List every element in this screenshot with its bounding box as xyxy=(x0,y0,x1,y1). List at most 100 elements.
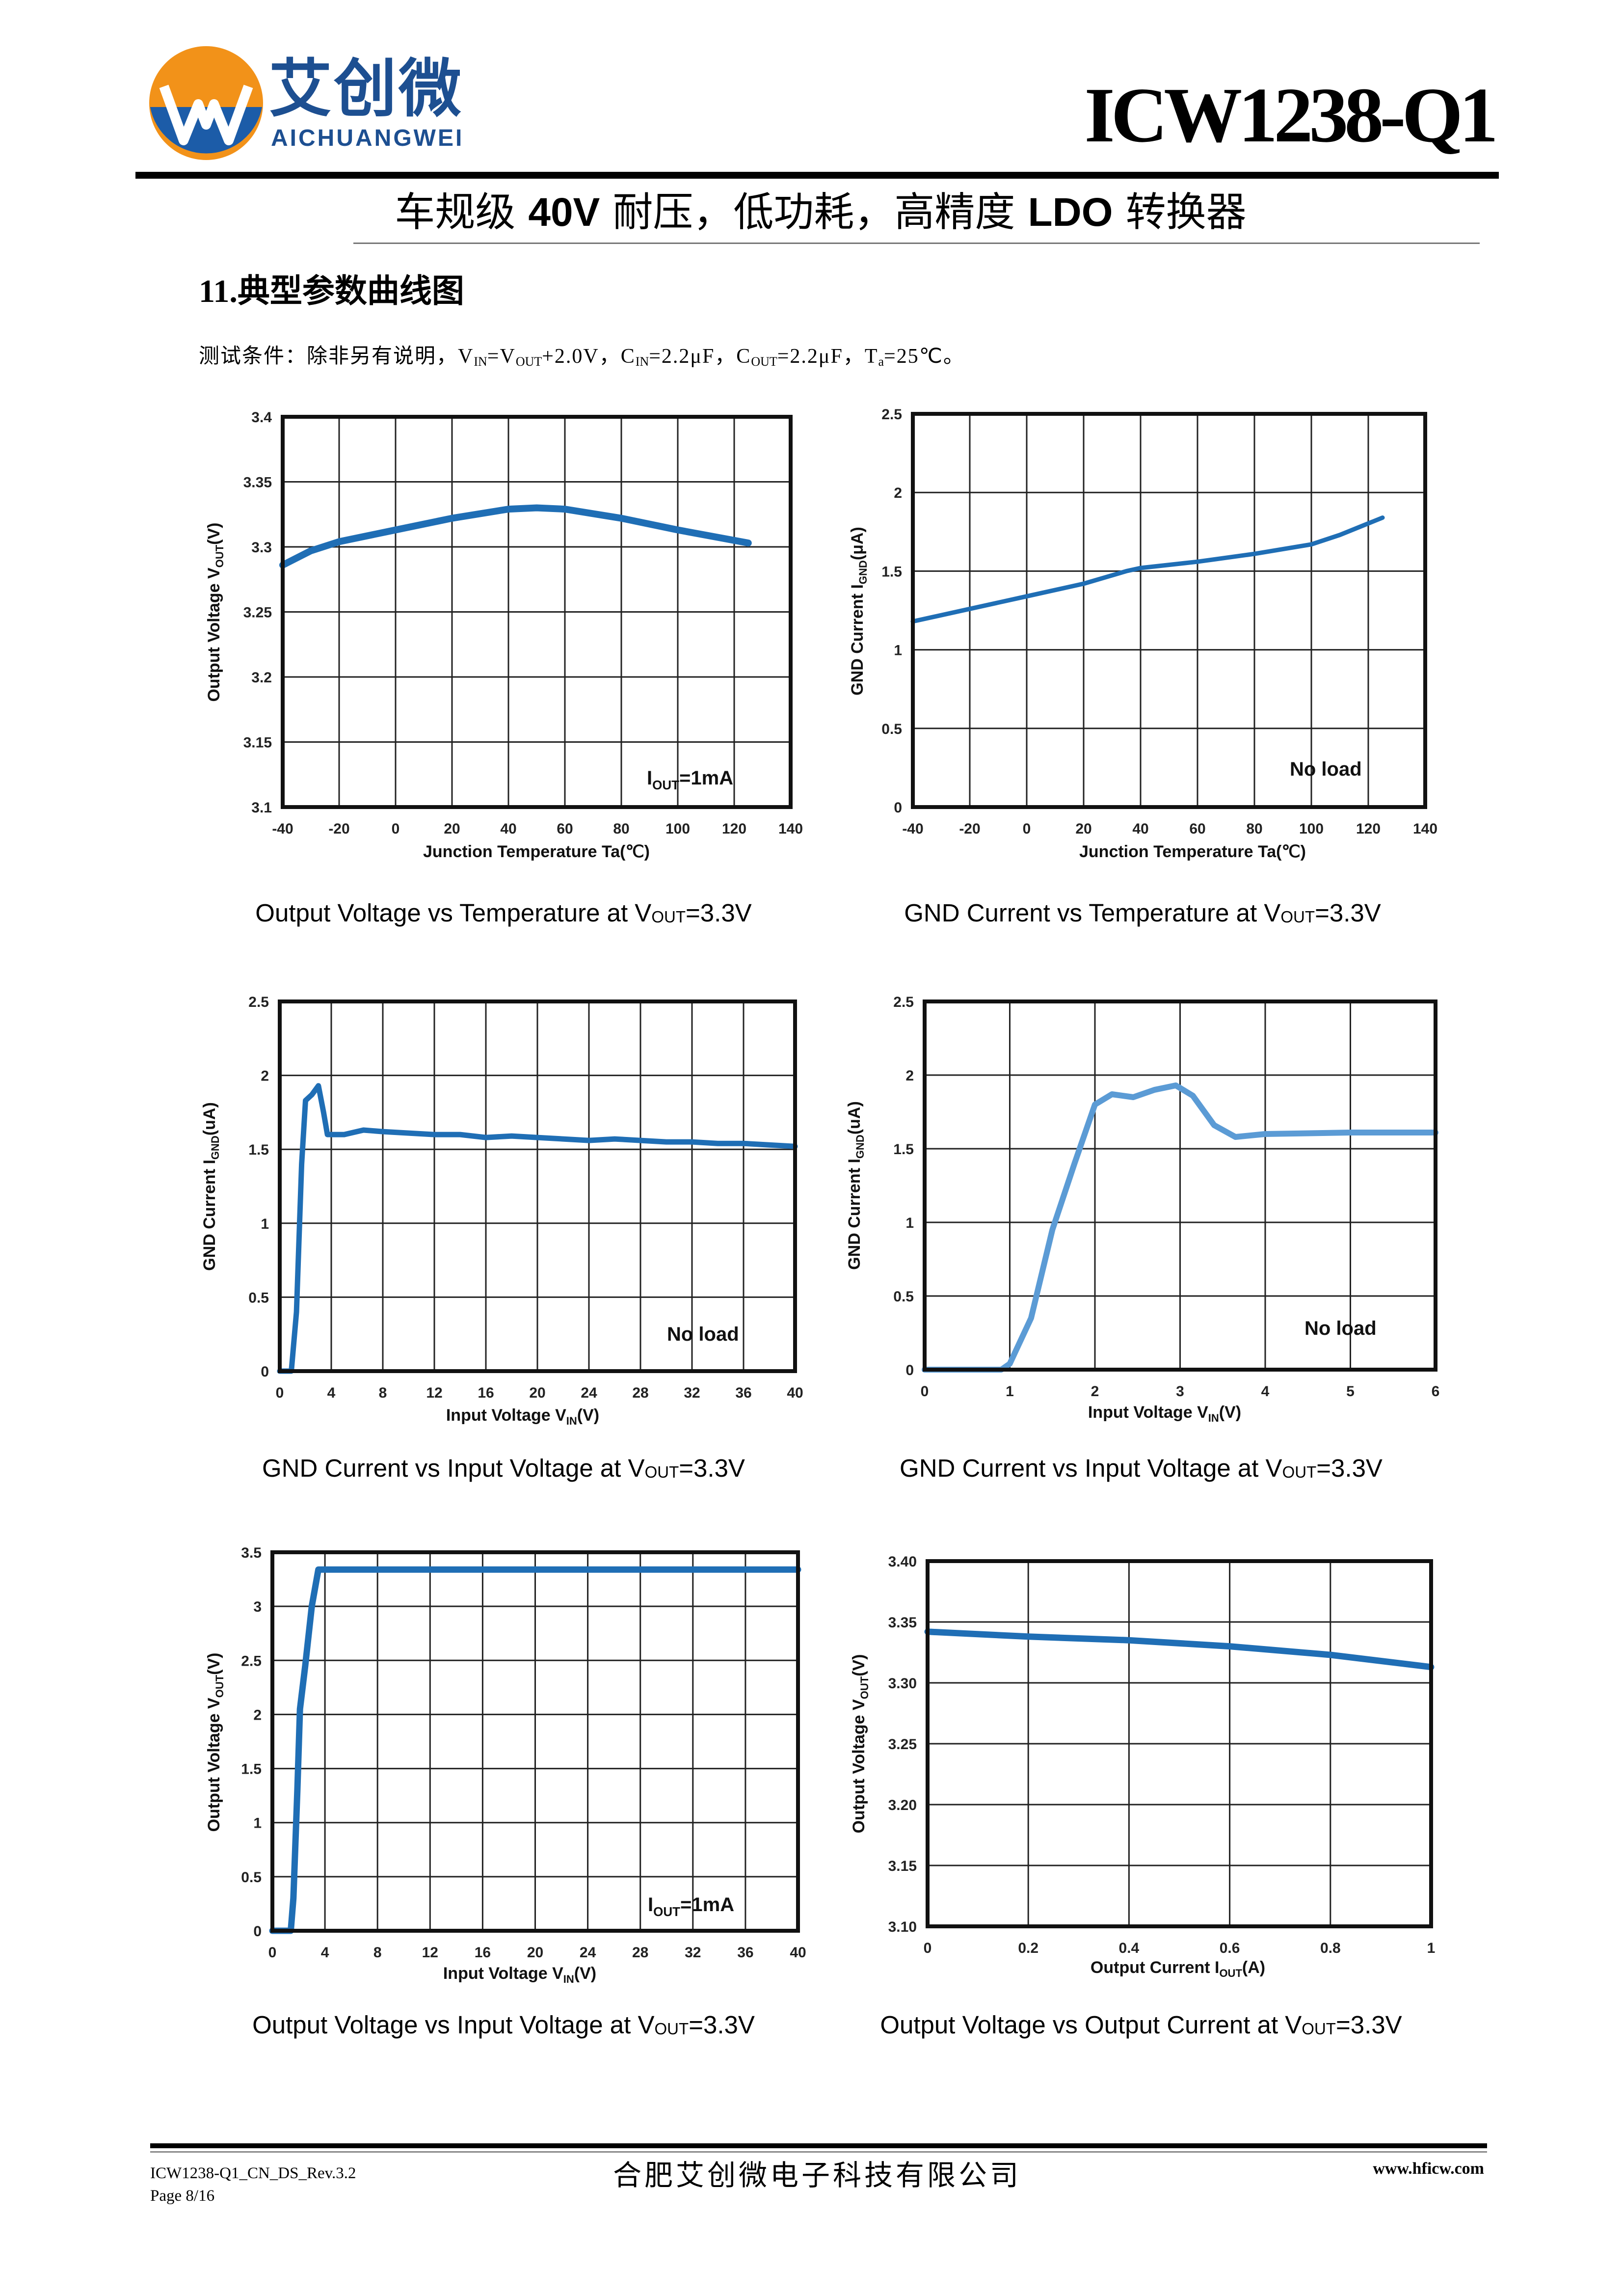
subtitle-ldo: LDO xyxy=(1028,190,1113,235)
y-tick-label: 3 xyxy=(253,1599,262,1615)
x-tick-label: -40 xyxy=(902,821,923,837)
condition-text: +2.0V，C xyxy=(542,345,636,368)
footer-divider-thin xyxy=(150,2151,1487,2153)
subscript: GND xyxy=(854,1134,866,1159)
footer-doc-id: ICW1238-Q1_CN_DS_Rev.3.2 xyxy=(150,2164,356,2182)
subtitle-text: 车规级 xyxy=(395,189,529,236)
chart-3: 0 4 8 12 16 20 24 28 32 36 40 0 0.5 1 1.5 2 2.5 Input Vol… xyxy=(200,994,803,1427)
x-tick-label: 0.2 xyxy=(1018,1940,1038,1956)
chart-caption: Output Voltage vs Input Voltage at VOUT=… xyxy=(160,2010,847,2044)
subscript: OUT xyxy=(213,544,226,567)
section-title: 典型参数曲线图 xyxy=(237,273,464,309)
y-tick-label: 3.35 xyxy=(243,475,272,491)
label-text: Input Voltage V xyxy=(446,1406,566,1425)
y-tick-label: 3.2 xyxy=(251,670,272,686)
y-axis-label: Output Voltage VOUT(V) xyxy=(205,522,226,702)
chart-caption: GND Current vs Input Voltage at VOUT=3.3… xyxy=(798,1454,1485,1487)
x-tick-label: 20 xyxy=(529,1385,545,1401)
y-tick-label: 2.5 xyxy=(241,1653,262,1669)
chart-4: 0 1 2 3 4 5 6 0 0.5 1 1.5 2 2.5 Input Voltage VIN(V) G… xyxy=(845,994,1439,1424)
y-tick-label: 0.5 xyxy=(881,721,902,737)
y-tick-label: 0 xyxy=(905,1362,914,1378)
subscript: OUT xyxy=(1302,2020,1336,2038)
document-subtitle: 车规级 40V 耐压，低功耗，高精度 LDO 转换器 xyxy=(183,188,1459,237)
x-tick-label: 40 xyxy=(790,1945,806,1961)
caption-text: Output Voltage vs Input Voltage at V xyxy=(252,2011,655,2039)
label-text: (uA) xyxy=(845,1101,864,1134)
label-text: Junction Temperature Ta(℃) xyxy=(423,842,650,861)
x-tick-label: 28 xyxy=(632,1385,648,1401)
subscript: OUT xyxy=(651,908,686,926)
x-tick-label: 120 xyxy=(722,821,746,837)
x-tick-label: 0 xyxy=(921,1383,929,1400)
x-tick-label: 1 xyxy=(1427,1940,1436,1956)
label-text: =1mA xyxy=(679,767,733,789)
label-text: Output Voltage V xyxy=(850,1699,868,1834)
plot-frame xyxy=(281,415,793,809)
label-text: No load xyxy=(1304,1318,1377,1339)
caption-text: =3.3V xyxy=(686,899,752,927)
y-tick-label: 2.5 xyxy=(248,994,269,1010)
label-text: Output Current I xyxy=(1091,1958,1220,1977)
label-text: (V) xyxy=(205,522,223,544)
condition-text: =2.2μF，T xyxy=(777,345,878,368)
x-axis-label: Input Voltage VIN(V) xyxy=(1088,1403,1241,1424)
x-tick-label: 24 xyxy=(580,1945,596,1961)
x-tick-label: 4 xyxy=(327,1385,336,1401)
x-tick-label: 5 xyxy=(1346,1383,1355,1400)
label-text: (V) xyxy=(1219,1403,1241,1422)
y-axis-label: GND Current IGND(uA) xyxy=(200,1102,221,1271)
x-tick-label: 32 xyxy=(685,1945,701,1961)
caption-text: Output Voltage vs Output Current at V xyxy=(880,2011,1302,2039)
x-tick-label: 0.6 xyxy=(1220,1940,1240,1956)
y-tick-label: 0 xyxy=(261,1364,269,1380)
x-tick-label: 12 xyxy=(426,1385,442,1401)
series-line xyxy=(279,504,752,569)
x-tick-label: 1 xyxy=(1006,1383,1014,1400)
plot-frame xyxy=(926,1559,1433,1928)
y-axis-label: Output Voltage VOUT(V) xyxy=(205,1652,226,1832)
test-conditions: 测试条件：除非另有说明，VIN=VOUT+2.0V，CIN=2.2μF，COUT… xyxy=(199,344,965,375)
x-tick-label: 32 xyxy=(684,1385,700,1401)
subscript: a xyxy=(878,354,884,369)
label-text: No load xyxy=(1290,758,1362,780)
plot-frame xyxy=(923,999,1437,1372)
footer-website: www.hficw.com xyxy=(1373,2160,1484,2178)
label-text: GND Current I xyxy=(200,1160,219,1271)
x-tick-label: 8 xyxy=(379,1385,387,1401)
subscript: GND xyxy=(209,1135,221,1160)
caption-text: =3.3V xyxy=(1316,1454,1383,1482)
x-tick-label: -40 xyxy=(272,821,293,837)
chart-5: 0 4 8 12 16 20 24 28 32 36 40 0 0.5 1 1.5 2 2.5 3 3.5 Input… xyxy=(205,1545,806,1985)
label-text: No load xyxy=(667,1324,739,1345)
y-tick-label: 1.5 xyxy=(881,564,902,580)
chart-annotation: IOUT=1mA xyxy=(647,767,733,792)
x-tick-label: 36 xyxy=(735,1385,751,1401)
y-tick-label: 2 xyxy=(253,1707,262,1723)
x-axis-label: Junction Temperature Ta(℃) xyxy=(1079,842,1306,861)
footer-page-number: Page 8/16 xyxy=(150,2187,215,2205)
y-axis-label: Output Voltage VOUT(V) xyxy=(850,1654,871,1833)
y-tick-label: 0 xyxy=(894,800,902,816)
x-tick-label: 0 xyxy=(268,1945,277,1961)
x-tick-label: 40 xyxy=(1132,821,1148,837)
x-tick-label: 100 xyxy=(665,821,690,837)
y-tick-label: 0.5 xyxy=(241,1869,262,1886)
condition-text: =25℃。 xyxy=(884,345,965,368)
subscript: OUT xyxy=(858,1676,871,1699)
label-text: Input Voltage V xyxy=(443,1964,563,1983)
x-tick-label: 0 xyxy=(924,1940,932,1956)
subscript: OUT xyxy=(644,1463,679,1481)
condition-text: 测试条件：除非另有说明，V xyxy=(199,345,474,368)
x-axis-label: Junction Temperature Ta(℃) xyxy=(423,842,650,861)
plot-frame xyxy=(278,999,797,1373)
chart-6: 0 0.2 0.4 0.6 0.8 1 3.10 3.15 3.20 3.25 3.30 3.35 3.… xyxy=(850,1554,1435,1979)
y-tick-label: 0.5 xyxy=(248,1290,269,1306)
series-line xyxy=(910,515,1385,624)
plot-frame xyxy=(911,412,1427,809)
subtitle-voltage: 40V xyxy=(528,190,600,235)
y-tick-label: 3.1 xyxy=(251,800,272,816)
footer-divider xyxy=(150,2143,1487,2148)
caption-text: =3.3V xyxy=(1315,899,1381,927)
